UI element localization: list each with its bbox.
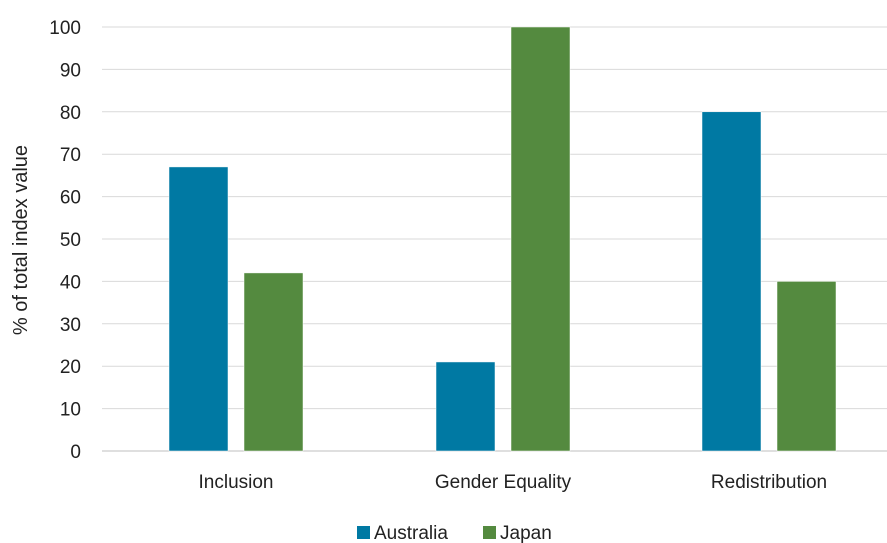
legend-label-japan: Japan <box>500 523 552 543</box>
legend-label-australia: Australia <box>374 523 448 543</box>
y-tick-label: 90 <box>60 60 81 81</box>
x-axis-categories: Inclusion Gender Equality Redistribution <box>199 472 828 493</box>
y-axis-title: % of total index value <box>10 145 32 335</box>
y-tick-label: 20 <box>60 357 81 378</box>
y-tick-label: 30 <box>60 315 81 336</box>
legend-swatch-australia <box>357 526 370 539</box>
bar-japan-inclusion <box>243 272 304 452</box>
bar-japan-redistribution <box>776 281 837 452</box>
bar-australia-gender-equality <box>435 361 496 452</box>
y-axis-ticks: 0 10 20 30 40 50 60 70 80 90 100 <box>49 18 81 463</box>
x-category-label: Inclusion <box>199 472 274 493</box>
y-tick-label: 80 <box>60 103 81 124</box>
y-tick-label: 0 <box>70 442 81 463</box>
y-tick-label: 40 <box>60 272 81 293</box>
x-category-label: Gender Equality <box>435 472 572 493</box>
bar-australia-redistribution <box>701 111 762 452</box>
x-category-label: Redistribution <box>711 472 827 493</box>
bar-australia-inclusion <box>168 166 229 452</box>
y-tick-label: 50 <box>60 230 81 251</box>
legend-swatch-japan <box>483 526 496 539</box>
y-tick-label: 100 <box>49 18 81 39</box>
bars <box>168 26 837 452</box>
y-tick-label: 70 <box>60 145 81 166</box>
legend: Australia Japan <box>357 523 552 543</box>
gridlines <box>102 26 887 452</box>
bar-japan-gender-equality <box>510 26 571 452</box>
y-tick-label: 10 <box>60 400 81 421</box>
y-tick-label: 60 <box>60 188 81 209</box>
